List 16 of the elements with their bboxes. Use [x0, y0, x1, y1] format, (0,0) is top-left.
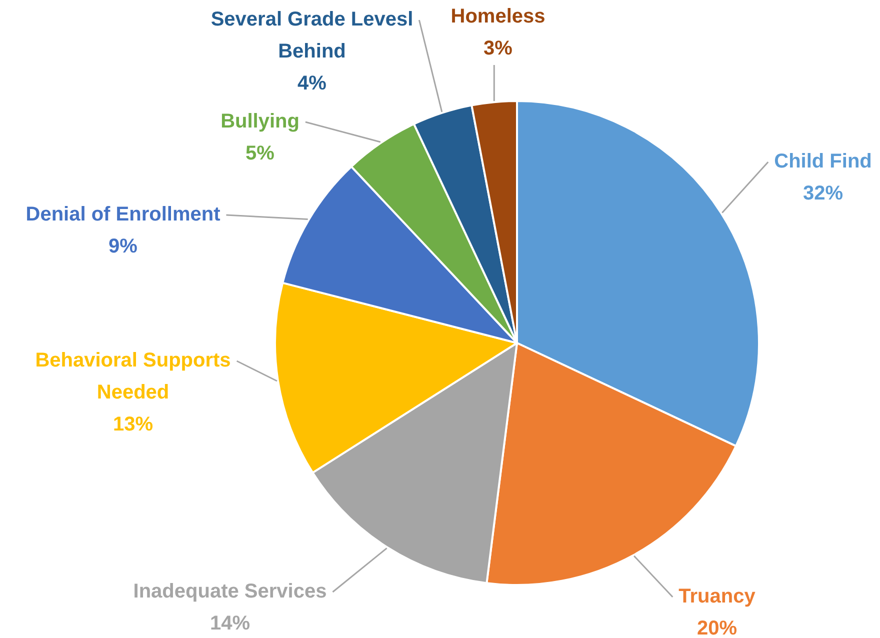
- slice-label: Several Grade Levesl Behind: [210, 8, 414, 63]
- slice-label: Bullying: [220, 110, 300, 133]
- data-label: 14%: [210, 612, 250, 635]
- data-label: 5%: [246, 142, 275, 165]
- slice-label: Truancy: [678, 586, 756, 608]
- data-label: 20%: [696, 618, 738, 638]
- data-label: 32%: [802, 182, 844, 205]
- slice-label: Denial of Enrollment: [26, 204, 221, 226]
- slice-label: Behavioral Supports Needed: [35, 350, 231, 404]
- data-label: 4%: [298, 72, 327, 95]
- slice-label: Inadequate Services: [133, 580, 327, 603]
- data-label: 13%: [112, 414, 154, 436]
- slice-label: Homeless: [450, 6, 546, 28]
- slice-label: Child Find: [774, 150, 872, 173]
- data-label: 9%: [108, 236, 138, 258]
- data-label: 3%: [484, 38, 513, 60]
